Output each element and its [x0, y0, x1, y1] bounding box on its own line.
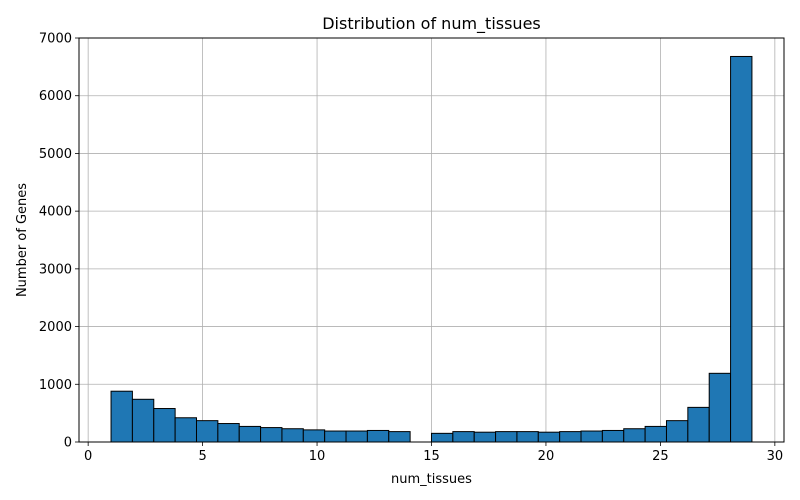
- y-tick-label: 2000: [39, 320, 72, 335]
- histogram-bar: [473, 431, 497, 443]
- histogram-bar: [687, 406, 710, 443]
- histogram-bar: [537, 431, 561, 443]
- histogram-bar: [174, 417, 197, 443]
- y-axis-label: Number of Genes: [15, 183, 30, 297]
- histogram-bar: [260, 427, 283, 443]
- x-tick-label: 10: [309, 449, 326, 464]
- histogram-bar: [217, 423, 240, 443]
- histogram-bar: [430, 432, 454, 443]
- y-tick-label: 5000: [39, 147, 72, 162]
- tick-layer: 0 5 10 15 20 25 30 0 1000 2000 3000 4000 5000 6000 700…: [39, 32, 783, 465]
- x-axis-label: num_tissues: [391, 472, 472, 487]
- histogram-bar: [665, 420, 689, 443]
- histogram-bar: [559, 431, 582, 443]
- y-tick-label: 7000: [39, 32, 72, 47]
- histogram-bar: [131, 398, 155, 443]
- histogram-bar: [601, 429, 625, 443]
- histogram-bar: [708, 372, 732, 443]
- x-tick-label: 25: [652, 449, 669, 464]
- histogram-bar: [302, 429, 326, 443]
- histogram-bar: [388, 431, 411, 443]
- y-tick-label: 3000: [39, 262, 72, 277]
- histogram-bar: [153, 408, 176, 443]
- y-tick-label: 4000: [39, 205, 72, 220]
- y-tick-label: 6000: [39, 89, 72, 104]
- x-tick-label: 0: [84, 449, 92, 464]
- x-tick-label: 5: [198, 449, 206, 464]
- x-tick-label: 30: [767, 449, 784, 464]
- histogram-bar: [516, 431, 539, 443]
- y-tick-label: 0: [64, 436, 72, 451]
- histogram-bar: [345, 430, 368, 443]
- histogram-bar: [452, 431, 475, 443]
- histogram-bar: [644, 425, 667, 443]
- histogram-bar: [281, 428, 304, 443]
- histogram-bar: [495, 431, 518, 443]
- histogram-bar: [580, 430, 603, 443]
- histogram-bar: [238, 425, 262, 443]
- histogram-bar: [730, 55, 753, 443]
- histogram-bar: [110, 390, 133, 443]
- x-tick-label: 20: [538, 449, 555, 464]
- x-tick-label: 15: [423, 449, 440, 464]
- histogram-bar: [366, 429, 390, 443]
- grid-layer: [79, 37, 784, 443]
- histogram-bar: [623, 428, 646, 443]
- chart-title: Distribution of num_tissues: [322, 14, 541, 34]
- histogram-bar: [195, 420, 219, 443]
- histogram-bar: [324, 430, 347, 443]
- bar-layer: [110, 55, 753, 443]
- y-tick-label: 1000: [39, 378, 72, 393]
